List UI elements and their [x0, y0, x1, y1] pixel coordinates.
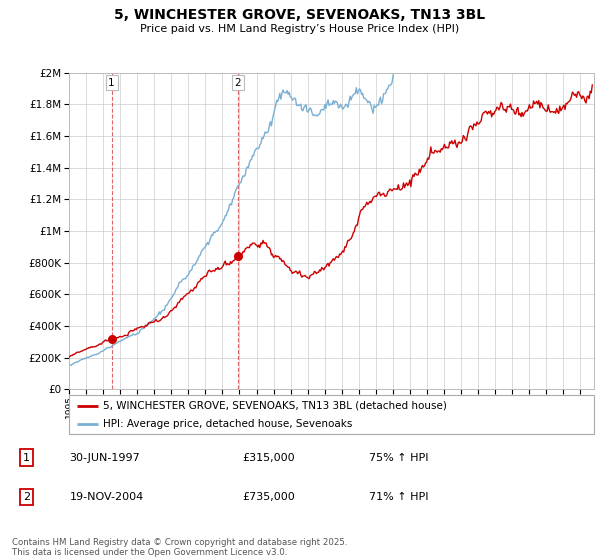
Text: 1: 1	[109, 77, 115, 87]
Text: £315,000: £315,000	[242, 453, 295, 463]
Text: £735,000: £735,000	[242, 492, 295, 502]
Text: HPI: Average price, detached house, Sevenoaks: HPI: Average price, detached house, Seve…	[103, 419, 353, 429]
Text: 19-NOV-2004: 19-NOV-2004	[70, 492, 144, 502]
Text: 75% ↑ HPI: 75% ↑ HPI	[369, 453, 428, 463]
Text: 30-JUN-1997: 30-JUN-1997	[70, 453, 140, 463]
Text: Contains HM Land Registry data © Crown copyright and database right 2025.
This d: Contains HM Land Registry data © Crown c…	[12, 538, 347, 557]
FancyBboxPatch shape	[69, 395, 594, 434]
Text: 2: 2	[235, 77, 241, 87]
Text: 5, WINCHESTER GROVE, SEVENOAKS, TN13 3BL: 5, WINCHESTER GROVE, SEVENOAKS, TN13 3BL	[115, 8, 485, 22]
Text: 71% ↑ HPI: 71% ↑ HPI	[369, 492, 428, 502]
Text: 5, WINCHESTER GROVE, SEVENOAKS, TN13 3BL (detached house): 5, WINCHESTER GROVE, SEVENOAKS, TN13 3BL…	[103, 401, 447, 411]
Text: Price paid vs. HM Land Registry’s House Price Index (HPI): Price paid vs. HM Land Registry’s House …	[140, 24, 460, 34]
Text: 2: 2	[23, 492, 30, 502]
Text: 1: 1	[23, 453, 30, 463]
